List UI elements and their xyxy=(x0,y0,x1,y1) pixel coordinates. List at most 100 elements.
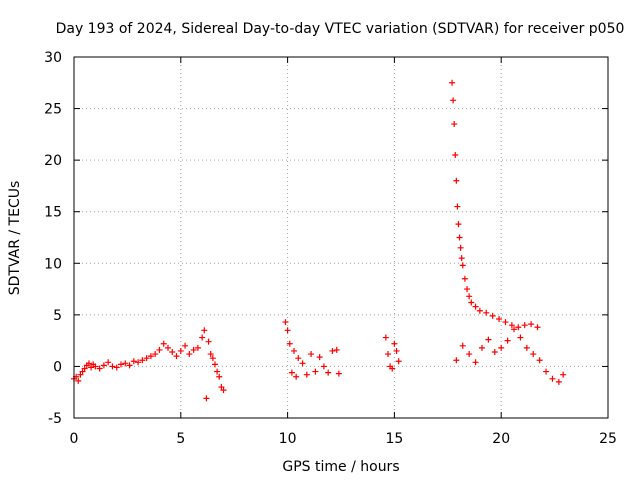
x-tick-label: 10 xyxy=(279,431,297,447)
data-point xyxy=(453,357,460,364)
data-point xyxy=(139,357,146,364)
data-point xyxy=(491,348,498,355)
data-point xyxy=(201,327,208,334)
data-point xyxy=(216,373,223,380)
data-point xyxy=(308,351,315,358)
data-point xyxy=(207,351,214,358)
data-point xyxy=(523,344,530,351)
data-point xyxy=(160,340,167,347)
data-point xyxy=(515,324,522,331)
data-point xyxy=(75,377,82,384)
data-point xyxy=(451,121,458,128)
data-point xyxy=(109,363,116,370)
series-segment-10-12h xyxy=(282,319,342,380)
data-point xyxy=(449,79,456,86)
data-point xyxy=(456,234,463,241)
data-point xyxy=(220,387,227,394)
data-point xyxy=(312,368,319,375)
data-point xyxy=(502,319,509,326)
data-point xyxy=(320,363,327,370)
data-point xyxy=(77,371,84,378)
data-point xyxy=(88,364,95,371)
data-point xyxy=(303,371,310,378)
data-point xyxy=(560,371,567,378)
data-point xyxy=(177,347,184,354)
data-point xyxy=(147,353,154,360)
x-tick-label: 5 xyxy=(176,431,185,447)
data-point xyxy=(536,357,543,364)
data-point xyxy=(485,336,492,343)
data-point xyxy=(466,293,473,300)
data-point xyxy=(329,347,336,354)
y-tick-label: 10 xyxy=(44,256,62,272)
data-point xyxy=(164,344,171,351)
data-point xyxy=(489,312,496,319)
data-point xyxy=(382,334,389,341)
data-point xyxy=(291,347,298,354)
data-point xyxy=(511,326,518,333)
data-point xyxy=(105,359,112,366)
data-point xyxy=(117,361,124,368)
data-point xyxy=(472,303,479,310)
data-point xyxy=(316,354,323,361)
data-point xyxy=(85,360,92,367)
data-point xyxy=(498,344,505,351)
data-point xyxy=(173,353,180,360)
data-point xyxy=(211,361,218,368)
data-point xyxy=(199,334,206,341)
data-point xyxy=(468,299,475,306)
data-point xyxy=(464,286,471,293)
data-point xyxy=(194,344,201,351)
plot-frame xyxy=(73,56,609,419)
data-point xyxy=(190,346,197,353)
data-point xyxy=(476,307,483,314)
data-point xyxy=(543,368,550,375)
data-point xyxy=(528,321,535,328)
data-point xyxy=(393,347,400,354)
data-point xyxy=(458,255,465,262)
x-tick-label: 15 xyxy=(385,431,403,447)
x-axis-label: GPS time / hours xyxy=(282,459,399,475)
data-point xyxy=(530,351,537,358)
data-point xyxy=(517,334,524,341)
data-point xyxy=(182,342,189,349)
data-point xyxy=(466,351,473,358)
data-point xyxy=(459,342,466,349)
data-point xyxy=(335,370,342,377)
data-point xyxy=(521,322,528,329)
data-point xyxy=(508,322,515,329)
data-point xyxy=(325,369,332,376)
data-point xyxy=(549,375,556,382)
data-point xyxy=(186,351,193,358)
data-point xyxy=(81,365,88,372)
data-point xyxy=(555,378,562,385)
y-tick-label: 20 xyxy=(44,153,62,169)
data-point xyxy=(286,340,293,347)
data-point xyxy=(92,363,99,370)
x-tick-labels: 0 5 10 15 20 25 xyxy=(70,431,617,447)
chart-title: Day 193 of 2024, Sidereal Day-to-day VTE… xyxy=(56,21,625,37)
data-point xyxy=(534,324,541,331)
grid-lines xyxy=(74,57,608,418)
data-point xyxy=(450,97,457,104)
x-tick-label: 0 xyxy=(70,431,79,447)
data-point xyxy=(454,203,461,210)
axis-ticks xyxy=(73,56,609,419)
data-point xyxy=(169,348,176,355)
data-point xyxy=(135,359,142,366)
series-segment-0-7h xyxy=(71,327,227,402)
y-tick-label: -5 xyxy=(48,411,62,427)
y-tick-label: 15 xyxy=(44,205,62,221)
y-tick-label: 25 xyxy=(44,102,62,118)
data-point xyxy=(384,351,391,358)
data-point xyxy=(143,355,150,362)
data-point xyxy=(152,351,159,358)
data-point xyxy=(203,395,210,402)
data-point xyxy=(504,337,511,344)
data-point xyxy=(288,369,295,376)
data-point xyxy=(483,309,490,316)
data-point xyxy=(205,338,212,345)
data-point xyxy=(126,362,133,369)
data-point xyxy=(461,275,468,282)
data-point xyxy=(130,358,137,365)
